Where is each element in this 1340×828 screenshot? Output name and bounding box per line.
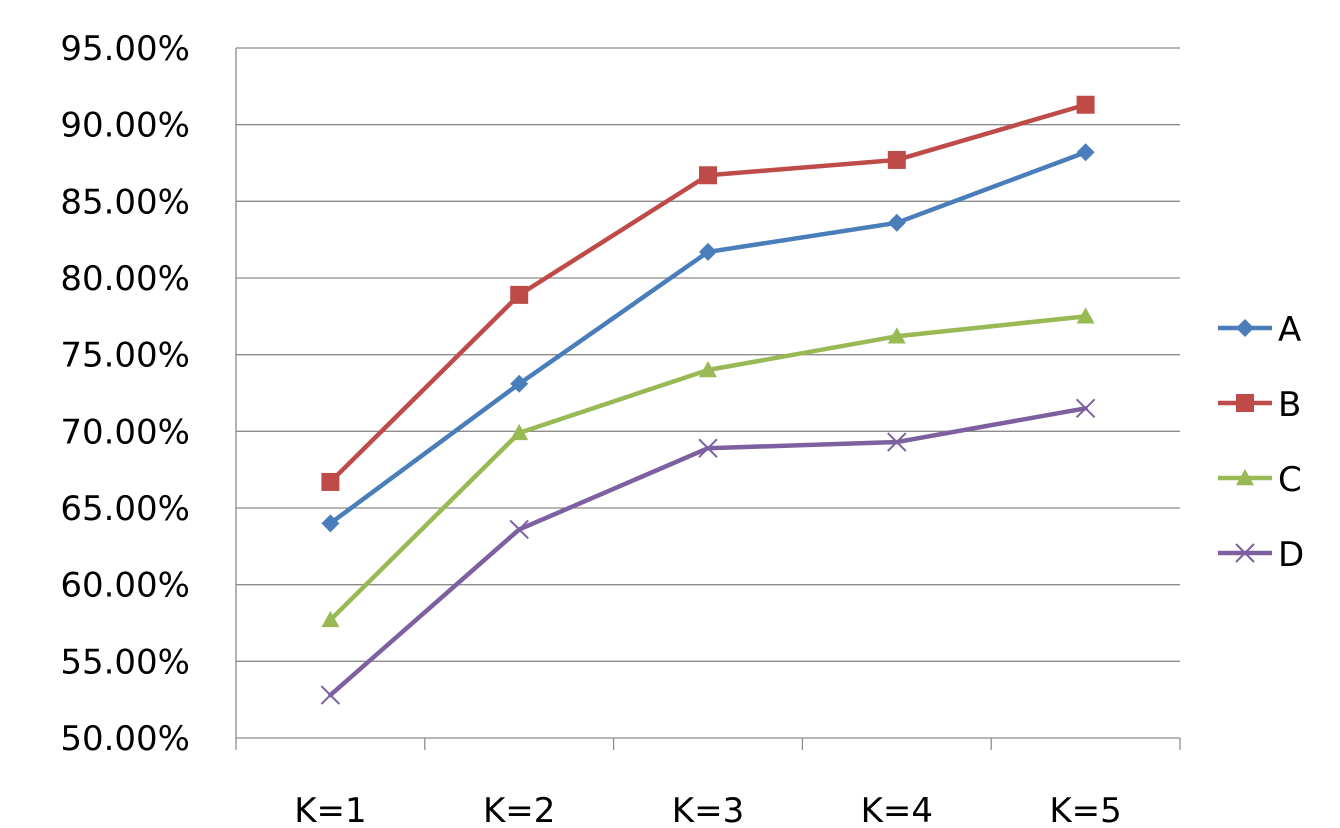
series-c-point xyxy=(1076,307,1095,324)
marker-stroke xyxy=(509,519,529,540)
series-d-point xyxy=(509,519,529,540)
x-tick-label: K=1 xyxy=(294,791,366,828)
legend-marker xyxy=(1236,469,1254,486)
y-tick-label: 65.00% xyxy=(60,489,190,529)
series-c-point xyxy=(321,610,340,628)
series-c-point xyxy=(887,327,906,344)
x-tick-label: K=5 xyxy=(1049,791,1121,828)
series-d xyxy=(320,398,1096,705)
series-c-point xyxy=(699,361,717,378)
y-axis-tick-labels: 50.00% 55.00% 60.00% 65.00% 70.00% 75.00% 80.0… xyxy=(60,29,190,759)
marker-stroke xyxy=(1235,543,1255,563)
legend-label: A xyxy=(1278,310,1301,350)
legend-marker xyxy=(1236,319,1254,337)
x-tick-label: K=4 xyxy=(861,791,933,828)
x-axis-tick-labels: K=1 K=2 K=3 K=4 K=5 xyxy=(294,791,1122,828)
series-d-point xyxy=(320,685,341,705)
series-b-point xyxy=(1076,95,1095,114)
x-tick-label: K=3 xyxy=(672,791,744,828)
marker-stroke xyxy=(320,685,341,705)
legend-label: D xyxy=(1278,535,1304,575)
legend-label: B xyxy=(1278,385,1301,425)
series-a-line xyxy=(328,150,1088,526)
series-a xyxy=(321,143,1095,533)
plot-series xyxy=(320,95,1096,705)
series-a-point xyxy=(510,374,529,393)
series-a-point xyxy=(887,213,906,232)
marker-stroke xyxy=(887,432,907,452)
y-tick-label: 95.00% xyxy=(60,29,190,69)
series-a-point xyxy=(321,514,340,533)
series-d-point xyxy=(887,432,907,452)
y-tick-label: 70.00% xyxy=(60,412,190,452)
series-b-line xyxy=(328,102,1088,485)
y-tick-label: 75.00% xyxy=(60,336,190,376)
x-tick-label: K=2 xyxy=(483,791,555,828)
series-c-point xyxy=(510,423,529,441)
y-tick-label: 90.00% xyxy=(60,106,190,146)
legend-item-d: D xyxy=(1218,535,1304,575)
legend-item-c: C xyxy=(1218,460,1302,500)
series-a-point xyxy=(699,242,717,261)
legend-marker xyxy=(1235,543,1255,563)
y-tick-label: 55.00% xyxy=(60,642,190,682)
legend-label: C xyxy=(1278,460,1302,500)
axes xyxy=(235,48,1181,750)
series-b xyxy=(321,95,1095,491)
series-d-point xyxy=(698,438,718,458)
legend-marker xyxy=(1236,394,1254,412)
y-tick-label: 50.00% xyxy=(60,719,190,759)
marker-stroke xyxy=(1075,398,1096,419)
y-tick-label: 85.00% xyxy=(60,182,190,222)
marker-stroke xyxy=(698,438,718,458)
series-c xyxy=(321,307,1095,628)
y-tick-label: 60.00% xyxy=(60,566,190,606)
legend-item-b: B xyxy=(1218,385,1301,425)
series-b-point xyxy=(321,472,340,491)
series-b-point xyxy=(510,285,529,304)
series-b-point xyxy=(699,166,717,185)
y-tick-label: 80.00% xyxy=(60,259,190,299)
series-d-point xyxy=(1075,398,1096,419)
legend-item-a: A xyxy=(1218,310,1301,350)
series-d-line xyxy=(328,406,1088,698)
series-a-point xyxy=(1076,143,1095,162)
series-b-point xyxy=(887,150,906,169)
gridlines xyxy=(236,47,1180,662)
